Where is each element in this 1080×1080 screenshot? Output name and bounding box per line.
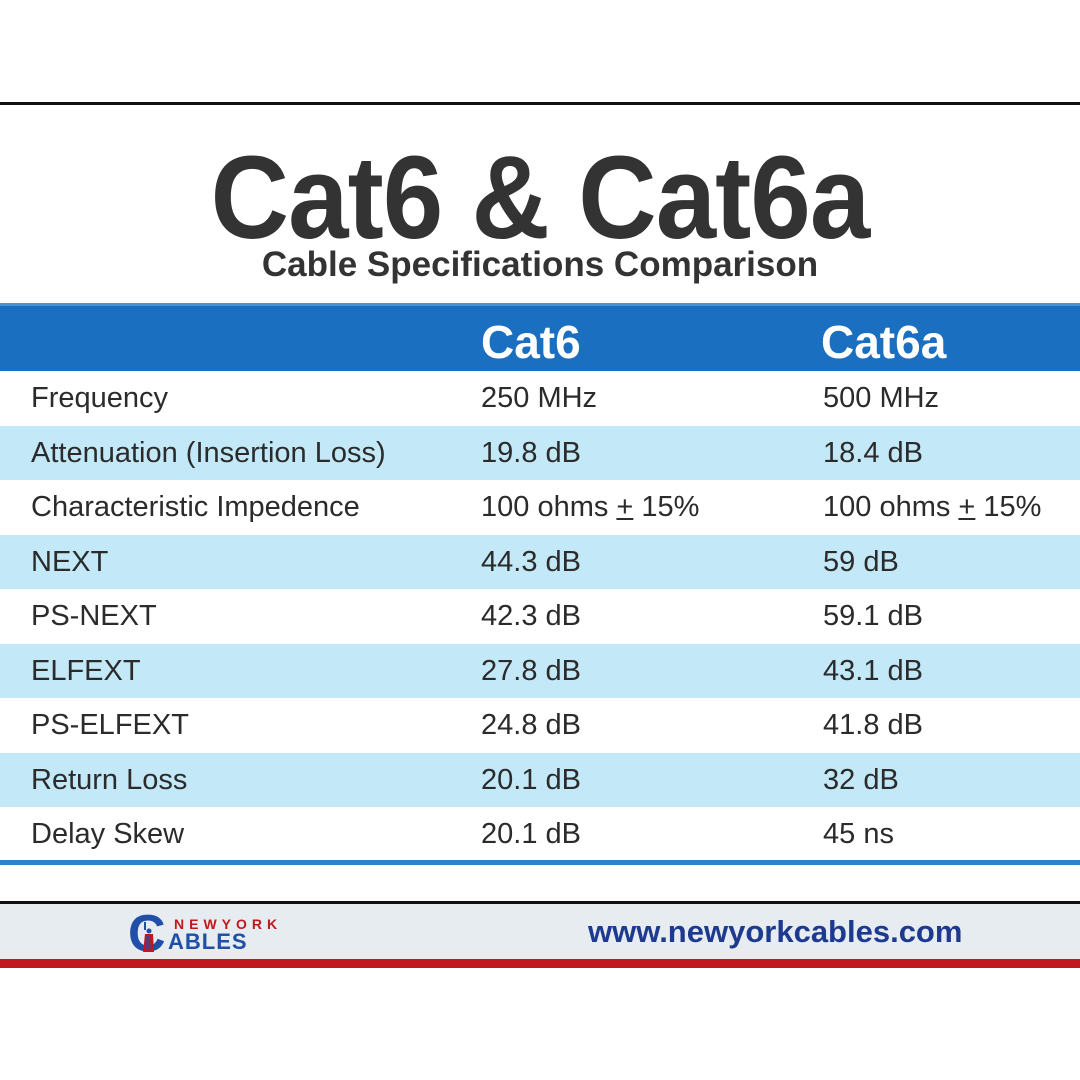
table-row: ELFEXT 27.8 dB 43.1 dB — [0, 643, 1080, 698]
table-row: NEXT 44.3 dB 59 dB — [0, 534, 1080, 589]
cat6-value: 100 ohms + 15% — [481, 480, 699, 534]
table-row: Delay Skew 20.1 dB 45 ns — [0, 807, 1080, 862]
table-row: PS-ELFEXT 24.8 dB 41.8 dB — [0, 698, 1080, 753]
row-label: NEXT — [31, 545, 109, 578]
footer-red-stripe — [0, 959, 1080, 968]
column-header-cat6a: Cat6a — [821, 316, 947, 368]
table-header: Cat6 Cat6a — [0, 303, 1080, 371]
cat6-value: 44.3 dB — [481, 545, 581, 578]
website-url[interactable]: www.newyorkcables.com — [588, 914, 963, 949]
row-label: Delay Skew — [31, 818, 185, 850]
cat6-value: 19.8 dB — [481, 436, 581, 469]
value-text: 15% — [975, 491, 1042, 523]
cat6a-value: 59 dB — [823, 545, 899, 578]
cat6-value: 24.8 dB — [481, 709, 581, 741]
row-label: Return Loss — [31, 763, 188, 796]
cat6a-value: 59.1 dB — [823, 600, 923, 632]
table-row: Characteristic Impedence 100 ohms + 15% … — [0, 480, 1080, 535]
page-title: Cat6 & Cat6a — [210, 132, 871, 264]
cat6a-value: 43.1 dB — [823, 654, 923, 687]
table-row: Return Loss 20.1 dB 32 dB — [0, 752, 1080, 807]
value-text: 100 ohms — [481, 491, 617, 523]
row-label: Characteristic Impedence — [31, 491, 360, 523]
cat6-value: 42.3 dB — [481, 600, 581, 632]
cat6a-value: 18.4 dB — [823, 436, 923, 469]
page-subtitle: Cable Specifications Comparison — [261, 245, 819, 284]
plus-minus-symbol: + — [958, 491, 976, 523]
row-label: Attenuation (Insertion Loss) — [31, 436, 386, 469]
logo-text-cables: ABLES — [168, 929, 248, 954]
table-row: Frequency 250 MHz 500 MHz — [0, 371, 1080, 426]
row-label: Frequency — [31, 382, 169, 414]
footer-bar: C NEWYORK ABLES www.newyorkcables.com — [0, 901, 1080, 962]
logo-text-newyork: NEWYORK — [174, 916, 283, 932]
table-row: Attenuation (Insertion Loss) 19.8 dB 18.… — [0, 425, 1080, 480]
cat6a-value: 41.8 dB — [823, 709, 923, 741]
cat6a-value: 45 ns — [823, 818, 894, 850]
cat6a-value: 100 ohms + 15% — [823, 480, 1041, 534]
table-bottom-border — [0, 860, 1080, 865]
statue-of-liberty-icon — [143, 922, 154, 952]
brand-logo: C NEWYORK ABLES — [128, 908, 288, 960]
value-text: 100 ohms — [823, 491, 959, 523]
row-label: ELFEXT — [31, 654, 141, 687]
column-header-cat6: Cat6 — [481, 316, 581, 368]
cat6a-value: 500 MHz — [823, 382, 940, 414]
value-text: 15% — [633, 491, 700, 523]
cat6-value: 250 MHz — [481, 382, 598, 414]
cat6a-value: 32 dB — [823, 763, 899, 796]
top-divider — [0, 102, 1080, 105]
spec-table: Cat6 Cat6a Frequency 250 MHz 500 MHz Att… — [0, 303, 1080, 862]
cat6-value: 27.8 dB — [481, 654, 581, 687]
row-label: PS-NEXT — [31, 600, 157, 632]
row-label: PS-ELFEXT — [31, 709, 189, 741]
plus-minus-symbol: + — [616, 491, 634, 523]
table-row: PS-NEXT 42.3 dB 59.1 dB — [0, 589, 1080, 644]
cat6-value: 20.1 dB — [481, 818, 581, 850]
cat6-value: 20.1 dB — [481, 763, 581, 796]
